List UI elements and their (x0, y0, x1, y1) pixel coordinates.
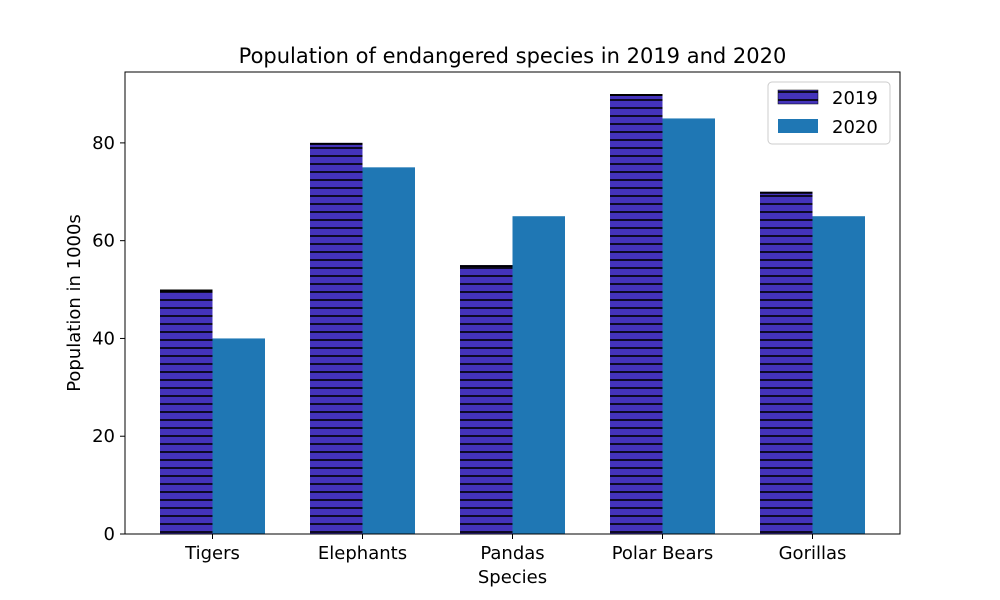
legend: 2019 2020 (767, 81, 891, 145)
bar-2019-pandas (460, 265, 513, 534)
bar-2020-gorillas (812, 216, 865, 534)
y-tick-label: 20 (92, 426, 115, 447)
legend-label-2019: 2019 (832, 88, 878, 109)
x-tick-label: Elephants (318, 543, 407, 564)
y-tick-label: 0 (104, 524, 115, 545)
y-tick-label: 80 (92, 133, 115, 154)
y-tick-label: 40 (92, 328, 115, 349)
x-tick-label: Tigers (184, 543, 240, 564)
bar-2019-elephants (310, 142, 363, 534)
bar-2020-tigers (212, 338, 265, 534)
y-axis: 0 20 40 60 80 (92, 133, 125, 545)
bar-2019-tigers (160, 289, 213, 534)
bar-2019-gorillas (760, 191, 813, 534)
x-axis-label: Species (478, 567, 547, 588)
chart-title: Population of endangered species in 2019… (239, 44, 787, 68)
x-tick-label: Pandas (480, 543, 544, 564)
plot-area (160, 94, 865, 535)
legend-label-2020: 2020 (832, 117, 878, 138)
x-tick-label: Polar Bears (612, 543, 714, 564)
bar-2020-elephants (362, 167, 415, 535)
bar-2020-polar-bears (662, 118, 715, 534)
bar-2019-polar-bears (610, 94, 663, 534)
bar-2020-pandas (512, 216, 565, 534)
x-axis: Tigers Elephants Pandas Polar Bears Gorillas (184, 534, 846, 564)
x-tick-label: Gorillas (779, 543, 847, 564)
legend-swatch-2019 (777, 89, 819, 105)
legend-swatch-2020 (778, 119, 818, 133)
y-tick-label: 60 (92, 231, 115, 252)
y-axis-label: Population in 1000s (64, 214, 85, 392)
